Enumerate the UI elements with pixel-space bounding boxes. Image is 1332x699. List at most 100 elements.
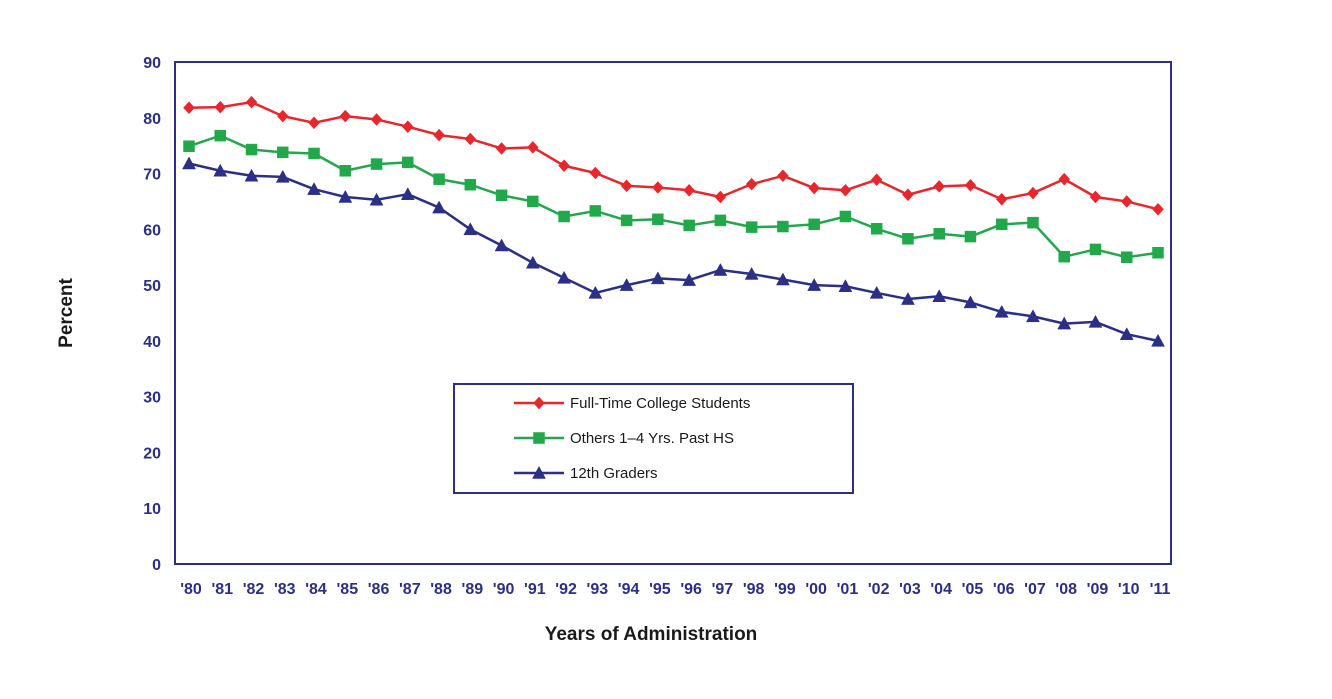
y-tick-label: 50 [143,278,161,295]
data-point [1119,327,1134,340]
data-point [183,140,195,152]
data-point [995,218,1008,231]
data-point [308,116,320,130]
data-point [307,182,321,195]
data-point [932,289,947,303]
data-point [370,113,383,126]
x-tick-label: '03 [899,581,921,598]
data-point [400,187,415,200]
y-tick-label: 20 [143,445,161,462]
x-tick-label: '11 [1150,581,1171,598]
data-point [963,295,978,309]
data-point [275,169,290,183]
y-tick-label: 10 [143,501,161,518]
data-point [464,132,477,146]
data-point [808,181,821,195]
plot-frame [174,61,1172,565]
data-point [901,292,915,305]
x-tick-label: '90 [493,581,515,598]
data-point [682,273,697,286]
y-tick-label: 60 [143,222,161,239]
data-point [869,285,884,299]
data-point [1026,309,1040,323]
data-point [683,183,695,197]
x-tick-label: '07 [1024,581,1046,598]
data-point [276,109,289,123]
data-point [1027,216,1039,229]
data-point [775,272,790,286]
data-point [870,223,883,235]
data-point [620,214,633,227]
data-point [1120,251,1133,263]
chart-background [40,8,1236,656]
data-point [777,220,789,233]
data-point [1089,243,1102,256]
data-point [494,238,509,252]
x-tick-label: '98 [743,581,765,598]
data-point [1152,202,1164,216]
data-point [464,178,477,191]
y-tick-label: 30 [143,390,161,407]
data-point [745,177,758,191]
data-point [745,221,758,233]
data-point [214,129,227,142]
data-point [339,109,352,123]
data-point [183,101,195,115]
x-tick-label: '04 [930,581,952,598]
data-point [526,140,539,154]
x-tick-label: '89 [462,581,484,598]
x-tick-label: '84 [305,581,327,598]
x-tick-label: '08 [1055,581,1077,598]
data-point [588,285,603,299]
data-point [777,169,789,183]
series-2 [183,129,1164,263]
data-point [964,230,977,243]
data-point [369,192,384,206]
data-point [807,278,822,291]
data-point [714,214,727,227]
data-point [589,166,602,180]
data-point [1058,250,1070,263]
data-point [1057,316,1072,330]
data-point [401,120,414,134]
data-point [245,95,258,109]
data-point [1120,195,1133,208]
data-point [432,200,446,214]
x-tick-label: '92 [555,581,577,598]
data-point [182,156,196,170]
data-point [744,266,759,280]
data-point [995,192,1008,206]
legend-entry: Full-Time College Students [570,395,750,412]
data-point [245,143,258,156]
x-tick-label: '87 [399,581,421,598]
x-tick-label: '97 [712,581,734,598]
legend-swatch-marker [532,465,546,479]
x-tick-label: '93 [587,581,609,598]
x-tick-label: '10 [1118,581,1140,598]
data-point [589,205,602,217]
data-point [214,100,227,114]
x-tick-label: '86 [368,581,390,598]
x-tick-label: '88 [430,581,452,598]
x-tick-label: '82 [243,581,265,598]
x-tick-label: '99 [774,581,796,598]
data-point [902,233,914,245]
data-point [433,173,445,185]
data-point [1027,186,1039,200]
data-point [839,210,852,223]
x-tick-label: '00 [805,581,827,598]
data-point [839,183,852,197]
data-point [338,189,353,203]
y-axis-title: Percent [56,277,77,347]
series-1 [183,95,1164,216]
y-tick-label: 90 [143,55,161,72]
x-tick-label: '85 [336,581,358,598]
x-tick-label: '02 [868,581,890,598]
series-line [188,162,1159,343]
data-point [308,147,320,160]
data-point [1088,314,1103,328]
data-point [808,218,820,231]
data-point [213,163,228,177]
